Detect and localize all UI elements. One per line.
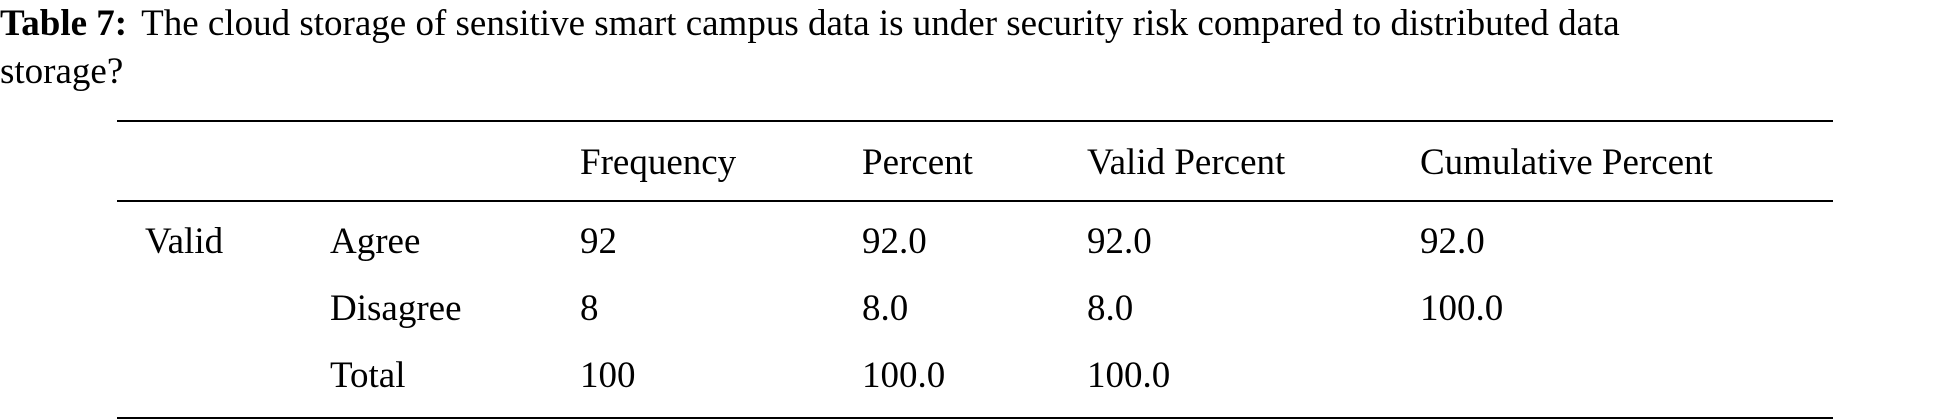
table-caption: Table 7: The cloud storage of sensitive s… <box>0 0 1952 96</box>
disagree-valid-percent: 8.0 <box>1087 288 1134 329</box>
row-label-total: Total <box>330 355 406 396</box>
agree-frequency: 92 <box>580 221 617 262</box>
header-valid-percent: Valid Percent <box>1087 142 1286 183</box>
caption-text: The cloud storage of sensitive smart cam… <box>141 3 1620 44</box>
row-label-disagree: Disagree <box>330 288 462 329</box>
caption-line-1: Table 7: The cloud storage of sensitive s… <box>0 0 1952 48</box>
disagree-frequency: 8 <box>580 288 599 329</box>
disagree-cumulative-percent: 100.0 <box>1420 288 1504 329</box>
table-header-rule <box>117 200 1833 202</box>
table-bottom-rule <box>117 417 1833 419</box>
caption-line-2: storage? <box>0 51 124 92</box>
row-group-label: Valid <box>145 221 224 262</box>
table-top-rule <box>117 120 1833 122</box>
agree-percent: 92.0 <box>862 221 927 262</box>
agree-cumulative-percent: 92.0 <box>1420 221 1485 262</box>
caption-label: Table 7: <box>0 3 128 44</box>
total-frequency: 100 <box>580 355 636 396</box>
header-frequency: Frequency <box>580 142 737 183</box>
total-valid-percent: 100.0 <box>1087 355 1171 396</box>
disagree-percent: 8.0 <box>862 288 909 329</box>
row-label-agree: Agree <box>330 221 421 262</box>
agree-valid-percent: 92.0 <box>1087 221 1152 262</box>
header-percent: Percent <box>862 142 973 183</box>
total-percent: 100.0 <box>862 355 946 396</box>
header-cumulative-percent: Cumulative Percent <box>1420 142 1713 183</box>
